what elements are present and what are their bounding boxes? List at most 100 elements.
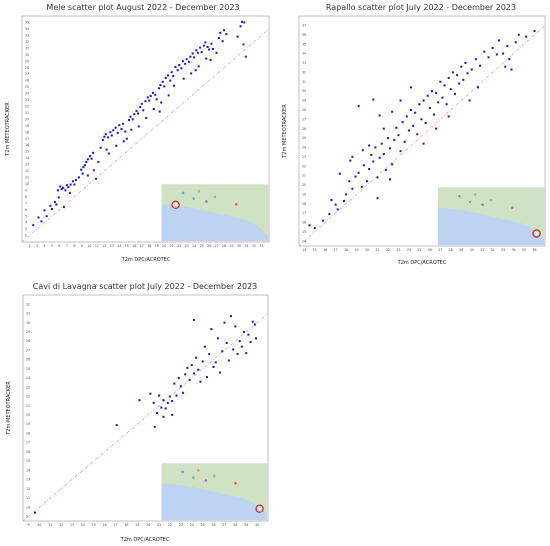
data-point — [221, 40, 224, 43]
data-point — [426, 94, 429, 97]
y-tick-label: 30 — [302, 89, 306, 93]
plot-frame — [298, 15, 546, 247]
data-point — [53, 200, 56, 203]
y-tick-label: 27 — [26, 348, 30, 352]
data-point — [458, 82, 461, 85]
data-point — [191, 52, 194, 55]
data-point — [422, 142, 425, 145]
data-point — [187, 60, 190, 63]
data-point — [40, 220, 43, 223]
y-tick-label: 4 — [25, 221, 27, 225]
data-point — [243, 330, 246, 333]
x-tick-label: 19 — [155, 244, 159, 248]
data-point — [164, 407, 167, 410]
y-tick-label: 30 — [26, 321, 30, 325]
data-point — [182, 391, 185, 394]
x-tick-label: 14 — [117, 244, 121, 248]
x-tick-label: 22 — [386, 248, 390, 252]
data-point — [249, 341, 252, 344]
data-point — [214, 361, 217, 364]
data-point — [169, 79, 172, 82]
data-point — [227, 359, 230, 362]
data-point — [173, 382, 176, 385]
data-point — [86, 158, 89, 161]
x-tick-label: 26 — [212, 523, 216, 527]
data-point — [412, 124, 415, 127]
x-tick-label: 33 — [501, 248, 505, 252]
x-tick-label: 18 — [147, 244, 151, 248]
data-point — [197, 368, 200, 371]
y-tick-label: 17 — [26, 441, 30, 445]
data-point — [210, 42, 213, 45]
data-point — [410, 86, 413, 89]
data-point — [175, 394, 178, 397]
x-tick-label: 28 — [449, 248, 453, 252]
data-point — [124, 130, 127, 133]
data-point — [174, 66, 177, 69]
y-tick-label: 20 — [302, 183, 306, 187]
y-tick-label: 19 — [302, 192, 306, 196]
data-point — [137, 125, 140, 128]
data-point — [160, 101, 163, 104]
data-point — [203, 345, 206, 348]
chart-title: Mele scatter plot August 2022 - December… — [46, 3, 239, 12]
data-point — [391, 163, 394, 166]
x-tick-label: 15 — [125, 244, 129, 248]
data-point — [208, 48, 211, 51]
data-point — [225, 33, 228, 36]
data-point — [206, 45, 209, 48]
data-point — [334, 203, 337, 206]
map-station-dot — [181, 191, 185, 195]
map-station-dot — [510, 206, 514, 209]
data-point — [255, 337, 258, 340]
data-point — [107, 152, 110, 155]
y-tick-label: 18 — [302, 202, 306, 206]
data-point — [73, 183, 76, 186]
y-tick-label: 24 — [25, 92, 29, 96]
y-tick-label: 29 — [302, 99, 306, 103]
data-point — [466, 72, 469, 75]
data-point — [460, 65, 463, 68]
data-point — [184, 62, 187, 65]
y-axis-label: T2m METEOTRACKER — [6, 381, 12, 436]
data-point — [149, 392, 152, 395]
data-point — [89, 155, 92, 158]
data-point — [354, 175, 357, 178]
x-tick-label: 10 — [87, 244, 91, 248]
x-tick-label: 16 — [103, 523, 107, 527]
y-tick-label: 23 — [25, 98, 29, 102]
data-point — [221, 350, 224, 353]
data-point — [166, 401, 169, 404]
data-point — [172, 84, 175, 87]
data-point — [178, 64, 181, 67]
data-point — [487, 56, 490, 59]
x-tick-label: 27 — [222, 523, 226, 527]
x-tick-label: 27 — [438, 248, 442, 252]
data-point — [449, 88, 452, 91]
y-tick-label: 19 — [25, 124, 29, 128]
chart-title: Cavi di Lavagna scatter plot July 2022 -… — [33, 282, 257, 291]
x-tick-label: 20 — [162, 244, 166, 248]
data-point — [435, 91, 438, 94]
y-tick-label: 28 — [25, 66, 29, 70]
data-point — [45, 215, 48, 218]
diagonal-line — [22, 313, 269, 522]
y-tick-label: 16 — [25, 143, 29, 147]
data-point — [131, 118, 134, 121]
data-point — [167, 94, 170, 97]
data-point — [378, 156, 381, 159]
x-tick-label: 26 — [207, 244, 211, 248]
data-point — [37, 216, 40, 219]
data-point — [68, 191, 71, 194]
data-point — [157, 87, 160, 90]
data-point — [366, 180, 369, 183]
data-point — [92, 169, 95, 172]
x-tick-label: 24 — [192, 244, 196, 248]
data-point — [313, 227, 316, 230]
data-point — [50, 208, 53, 211]
data-point — [380, 142, 383, 145]
map-station-dot — [468, 200, 472, 204]
y-tick-label: 15 — [302, 230, 306, 234]
station-highlight-marker — [532, 229, 541, 238]
y-tick-label: 26 — [302, 127, 306, 131]
